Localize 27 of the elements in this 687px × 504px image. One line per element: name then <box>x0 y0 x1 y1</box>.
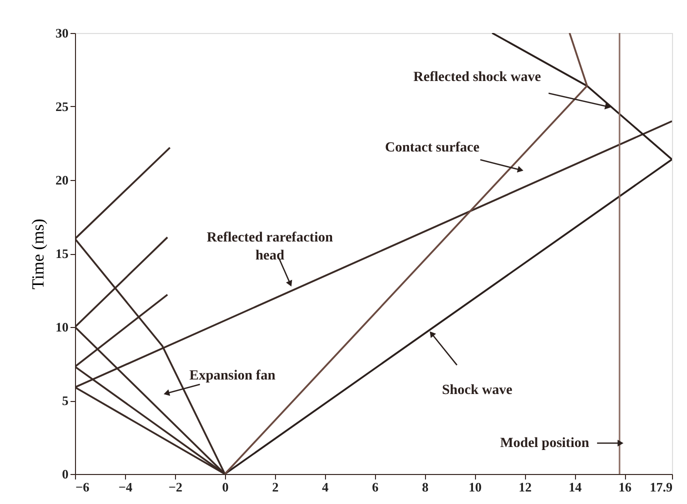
annotation: Expansion fan <box>189 368 276 384</box>
annotation: Model position <box>500 436 590 452</box>
y-tick-label: 5 <box>62 393 69 408</box>
x-tick-label: 6 <box>372 480 379 494</box>
annotation: Contact surface <box>384 140 480 156</box>
x-tick-label: 17.9 <box>650 480 673 494</box>
x-tick-label: −2 <box>168 480 182 494</box>
annotation: Reflected shock wave <box>413 70 541 86</box>
y-tick-label: 0 <box>62 466 68 482</box>
y-tick-label: 30 <box>56 26 68 40</box>
y-tick-label: 25 <box>56 99 69 114</box>
x-tick-label: 8 <box>422 480 429 494</box>
x-tick-label: 16 <box>618 480 632 494</box>
x-tick-label: 0 <box>222 480 229 494</box>
x-tick-label: −4 <box>118 480 133 494</box>
x-tick-label: 12 <box>518 480 532 494</box>
y-axis-title: Time (ms) <box>28 218 48 290</box>
x-tick-label: −6 <box>76 480 90 494</box>
x-tick-label: 4 <box>322 480 330 494</box>
y-tick-label: 15 <box>56 246 69 261</box>
y-tick-label: 20 <box>56 172 68 188</box>
annotation: Reflected rarefaction head <box>206 230 334 264</box>
x-tick-label: 2 <box>272 480 279 494</box>
x-tick-label: 14 <box>568 480 582 494</box>
y-tick-label: 10 <box>56 320 68 334</box>
x-tick-label: 10 <box>468 480 482 494</box>
annotation: Shock wave <box>442 383 512 398</box>
